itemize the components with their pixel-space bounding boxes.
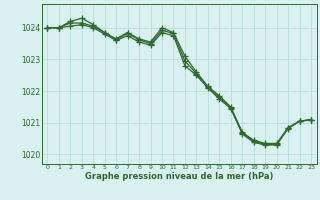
- X-axis label: Graphe pression niveau de la mer (hPa): Graphe pression niveau de la mer (hPa): [85, 172, 273, 181]
